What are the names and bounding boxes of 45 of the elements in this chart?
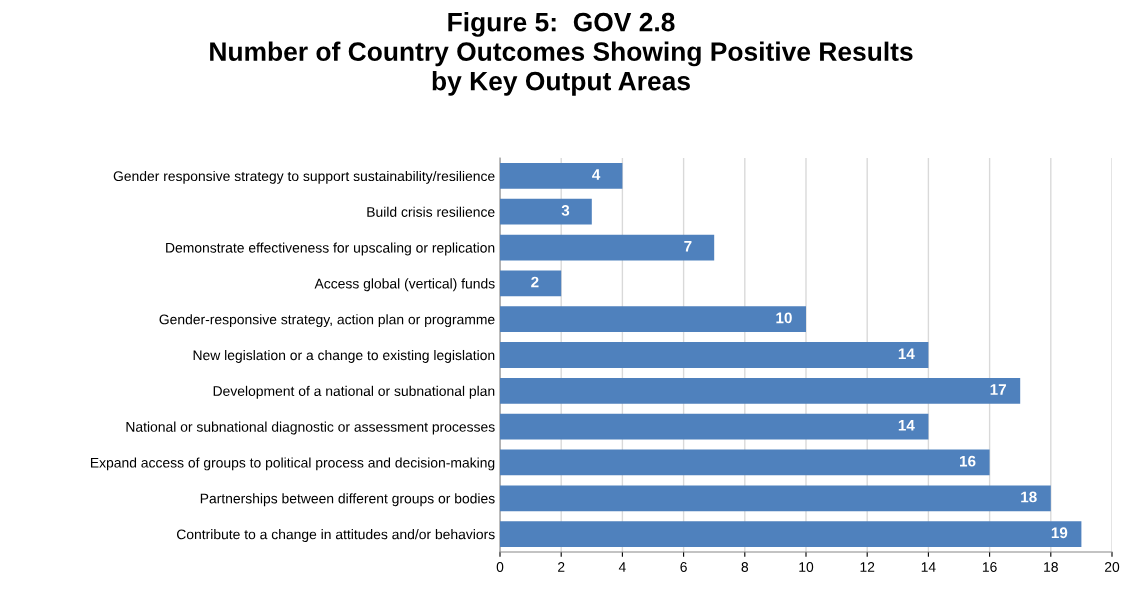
y-tick-label: Development of a national or subnational plan [213, 385, 495, 399]
bar [500, 163, 623, 189]
data-label: 7 [684, 240, 692, 252]
data-label: 16 [960, 455, 976, 467]
y-tick-label: Contribute to a change in attitudes and/or behaviors [176, 529, 495, 543]
y-tick-label: Expand access of groups to political process and decision-making [90, 457, 495, 471]
bar [500, 306, 806, 333]
x-tick-label: 18 [1044, 562, 1058, 572]
y-tick-label: Gender-responsive strategy, action plan or programme [159, 314, 495, 328]
x-tick-label: 10 [799, 562, 814, 572]
bar [500, 449, 990, 476]
bar [500, 377, 1021, 404]
data-label: 18 [1021, 491, 1037, 503]
x-tick-label: 2 [558, 562, 565, 572]
bar [500, 485, 1051, 512]
y-tick-label: Partnerships between different groups or bodies [200, 493, 495, 507]
chart-title: Figure 5: GOV 2.8 Number of Country Outcomes Showing Positive Results by Key Output Areas [210, 12, 913, 96]
data-label: 14 [898, 420, 915, 431]
y-tick-label: National or subnational diagnostic or assessment processes [126, 421, 495, 435]
bar [500, 198, 592, 225]
bar [500, 270, 562, 297]
x-tick-label: 4 [618, 562, 626, 572]
y-tick-label: Gender responsive strategy to support sustainability/resilience [113, 170, 495, 184]
x-tick-label: 20 [1104, 562, 1120, 572]
bar [500, 234, 715, 261]
data-label: 2 [531, 276, 539, 288]
data-label: 14 [898, 348, 915, 359]
x-tick-label: 0 [496, 562, 504, 572]
y-tick-label: New legislation or a change to existing legislation [193, 349, 495, 363]
bar [500, 413, 929, 440]
x-tick-label: 12 [860, 562, 875, 572]
data-label: 19 [1051, 527, 1068, 539]
x-tick-label: 16 [982, 562, 997, 572]
x-tick-label: 8 [741, 562, 749, 572]
x-tick-label: 14 [921, 562, 936, 572]
data-label: 4 [592, 169, 601, 180]
bar [500, 342, 929, 368]
y-tick-label: Demonstrate effectiveness for upscaling or replication [166, 242, 495, 256]
bar [500, 521, 1082, 547]
x-tick-label: 6 [680, 562, 687, 572]
data-label: 17 [990, 384, 1006, 395]
y-tick-label: Access global (vertical) funds [314, 278, 495, 292]
data-label: 3 [561, 205, 570, 216]
y-tick-label: Build crisis resilience [367, 206, 495, 217]
data-label: 10 [776, 312, 792, 324]
